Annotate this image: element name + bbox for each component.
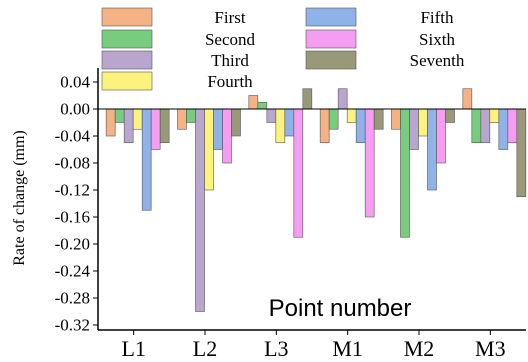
bar-l3-second [257,101,268,110]
legend-swatch-fourth [101,71,153,91]
bar-l2-fifth [213,108,223,150]
legend-swatch-first [101,7,153,27]
bar-m2-fifth [427,108,437,191]
bar-m1-first [319,108,330,144]
legend-swatch-seventh [305,50,357,70]
bar-m2-seventh [445,108,455,123]
bar-l3-seventh [302,88,313,110]
legend-label-seventh: Seventh [410,51,465,70]
legend-label-fourth: Fourth [207,72,253,91]
legend-label-first: First [214,8,245,27]
bar-l1-fourth [132,108,143,130]
legend-label-fifth: Fifth [420,8,454,27]
bar-m3-third [480,108,491,144]
y-axis-ticks: 0.04 0.00 -0.04 -0.08 -0.12 -0.16 -0.20 -0.24 -0… [55,73,98,335]
legend-swatch-sixth [305,29,357,49]
y-tick-label: 0.04 [60,73,90,92]
bar-l2-second [186,108,196,123]
y-tick-label: -0.12 [55,181,90,200]
x-tick-label: M1 [332,336,363,361]
bar-l3-third [266,108,277,123]
bar-l2-first [177,108,187,130]
bar-l1-second [114,108,125,123]
bar-m3-fifth [498,108,509,150]
bar-m2-first [391,108,401,130]
y-tick-label: -0.16 [55,208,90,227]
y-tick-label: -0.24 [55,262,91,281]
x-tick-label: L1 [121,336,145,361]
bar-l1-first [105,108,116,137]
legend-swatch-second [101,29,153,49]
bars [105,88,527,312]
axes [97,68,526,331]
bar-l1-fifth [141,108,152,211]
bar-m3-fourth [489,108,500,123]
bar-m1-third [337,88,348,110]
x-tick-label: L3 [264,336,288,361]
x-tick-label: L2 [193,336,217,361]
bar-m3-sixth [507,108,518,144]
bar-l1-seventh [159,108,170,144]
legend-swatch-third [101,50,153,70]
legend-label-sixth: Sixth [419,30,455,49]
legend-label-third: Third [211,51,249,70]
legend-swatch-fifth [305,7,357,27]
y-tick-label: -0.28 [55,289,90,308]
y-tick-label: -0.32 [55,316,90,335]
bar-m3-seventh [516,108,527,198]
bar-m3-second [471,108,482,144]
y-tick-label: -0.04 [55,127,91,146]
bar-m1-second [328,108,339,130]
x-axis-labels: L1 L2 L3 M1 M2 M3 [121,330,506,361]
bar-m1-seventh [373,108,384,130]
bar-m1-fifth [355,108,366,144]
bar-l3-fifth [284,108,295,137]
bar-m1-fourth [346,108,357,123]
y-axis-title: Rate of change (mm) [11,130,28,266]
x-axis-title: Point number [269,295,412,322]
bar-m2-second [400,108,410,238]
bar-l1-third [123,108,134,144]
bar-l2-seventh [231,108,241,137]
y-tick-label: 0.00 [60,100,90,119]
legend: First Second Third Fourth Fifth Sixth Seventh [101,7,465,91]
bar-m2-third [409,108,419,150]
legend-label-second: Second [205,30,256,49]
bar-m2-sixth [436,108,446,164]
bar-l2-sixth [222,108,232,164]
bar-l3-fourth [275,108,286,144]
bar-m2-fourth [418,108,428,137]
bar-l3-first [248,95,259,110]
bar-l2-fourth [204,108,214,191]
bar-m1-sixth [364,108,375,218]
bar-l3-sixth [293,108,304,238]
x-tick-label: M3 [475,336,506,361]
y-tick-label: -0.08 [55,154,90,173]
y-tick-label: -0.20 [55,235,90,254]
bar-l2-third [195,108,205,312]
x-tick-label: M2 [404,336,435,361]
bar-m3-first [462,88,473,110]
bar-l1-sixth [150,108,161,150]
